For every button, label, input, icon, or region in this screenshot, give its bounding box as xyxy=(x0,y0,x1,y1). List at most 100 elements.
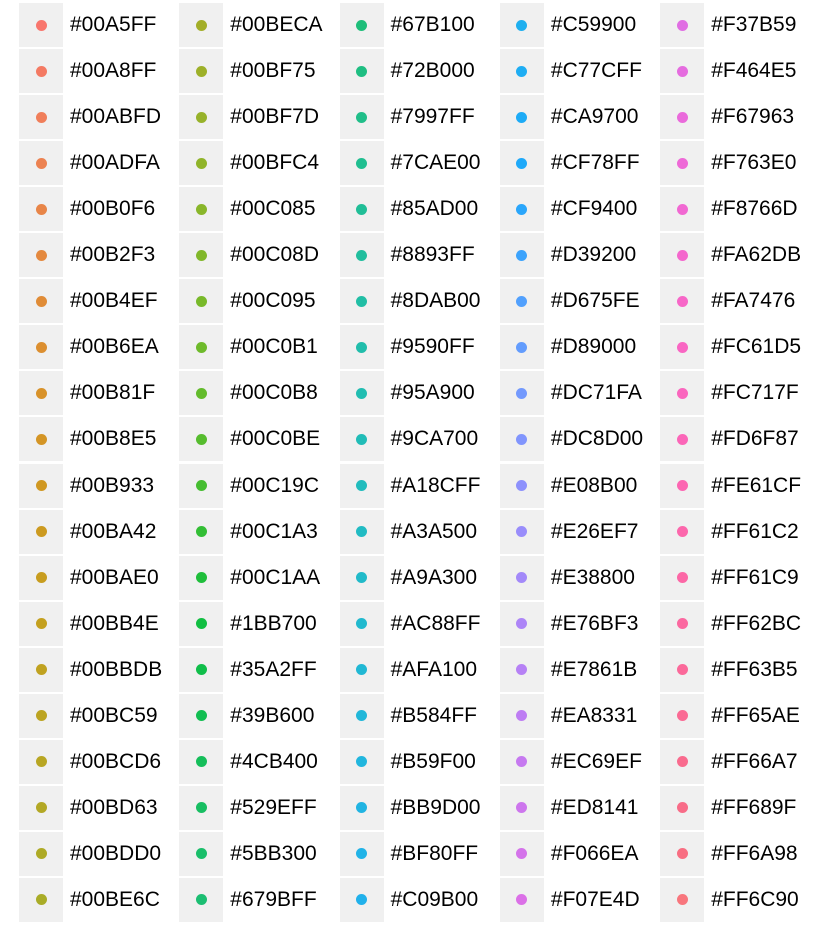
legend-color-dot xyxy=(195,618,207,630)
legend-label: #F8766D xyxy=(711,197,798,221)
legend-label: #00BBDB xyxy=(70,657,163,681)
legend-label: #00B8E5 xyxy=(70,427,157,451)
legend-label: #00C085 xyxy=(230,197,316,221)
legend-color-dot xyxy=(356,802,368,814)
legend-key-box xyxy=(499,3,544,47)
legend-color-dot xyxy=(516,249,528,261)
legend-key-box xyxy=(339,3,384,47)
color-legend: #00A5FF #00A8FF #00ABFD #00ADFA #00B0F6 #00B2… xyxy=(19,3,829,923)
legend-color-dot xyxy=(356,710,368,722)
legend-label: #ED8141 xyxy=(550,795,639,819)
legend-key-box xyxy=(660,141,705,186)
legend-key-box xyxy=(660,49,705,94)
legend-key-box xyxy=(499,785,544,830)
legend-color-dot xyxy=(356,526,368,538)
legend-label: #EC69EF xyxy=(550,749,642,773)
legend-key-box xyxy=(179,647,224,692)
legend-key-box xyxy=(339,417,384,462)
legend-color-dot xyxy=(356,341,368,353)
legend-label: #8DAB00 xyxy=(390,289,481,313)
legend-label: #4CB400 xyxy=(230,749,318,773)
legend-color-dot xyxy=(516,572,528,584)
legend-key-box xyxy=(339,601,384,646)
legend-key-box xyxy=(339,693,384,738)
legend-label: #00BCD6 xyxy=(70,749,162,773)
legend-color-dot xyxy=(516,387,528,399)
legend-key-box xyxy=(179,141,224,186)
legend-key-box xyxy=(19,785,63,830)
legend-label: #00C0B1 xyxy=(230,335,318,359)
legend-label: #F066EA xyxy=(550,841,639,865)
legend-key-box xyxy=(179,187,224,232)
legend-key-box xyxy=(339,233,384,278)
legend-label: #7CAE00 xyxy=(390,151,481,175)
legend-color-dot xyxy=(35,894,47,906)
legend-label: #1BB700 xyxy=(230,611,317,635)
legend-label: #FF6C90 xyxy=(711,887,799,911)
legend-color-dot xyxy=(35,433,47,445)
legend-label: #D89000 xyxy=(550,335,637,359)
legend-color-dot xyxy=(35,157,47,169)
legend-color-dot xyxy=(676,203,688,215)
legend-color-dot xyxy=(35,710,47,722)
legend-key-box xyxy=(660,739,705,784)
legend-label: #FF61C2 xyxy=(711,519,799,543)
legend-label: #F464E5 xyxy=(711,59,797,83)
legend-key-box xyxy=(179,417,224,462)
legend-color-dot xyxy=(516,710,528,722)
legend-label: #FF61C9 xyxy=(711,565,799,589)
legend-key-box xyxy=(660,647,705,692)
legend-label: #00B4EF xyxy=(70,289,158,313)
legend-key-box xyxy=(660,371,705,416)
legend-label: #8893FF xyxy=(390,243,475,267)
legend-color-dot xyxy=(676,710,688,722)
legend-key-box xyxy=(179,463,224,508)
legend-label: #00BFC4 xyxy=(230,151,320,175)
legend-color-dot xyxy=(676,341,688,353)
legend-color-dot xyxy=(676,526,688,538)
legend-key-box xyxy=(499,739,544,784)
legend-label: #E38800 xyxy=(550,565,635,589)
legend-label: #FF63B5 xyxy=(711,657,798,681)
legend-label: #A18CFF xyxy=(390,473,481,497)
legend-color-dot xyxy=(195,802,207,814)
legend-label: #E76BF3 xyxy=(550,611,639,635)
legend-color-dot xyxy=(676,848,688,860)
legend-label: #00BECA xyxy=(230,13,323,36)
legend-color-dot xyxy=(35,756,47,768)
legend-color-dot xyxy=(516,295,528,307)
legend-label: #00A8FF xyxy=(70,59,157,83)
legend-label: #A9A300 xyxy=(390,565,478,589)
legend-label: #72B000 xyxy=(390,59,475,83)
legend-key-box xyxy=(179,325,224,370)
legend-key-box xyxy=(19,371,63,416)
legend-key-box xyxy=(179,95,224,140)
legend-key-box xyxy=(19,647,63,692)
legend-color-dot xyxy=(35,65,47,77)
legend-key-box xyxy=(19,95,63,140)
legend-label: #CF78FF xyxy=(550,151,640,175)
legend-label: #00C0B8 xyxy=(230,381,318,405)
legend-color-dot xyxy=(676,157,688,169)
legend-key-box xyxy=(179,509,224,554)
legend-key-box xyxy=(19,187,63,232)
legend-color-dot xyxy=(356,295,368,307)
legend-label: #FF689F xyxy=(711,795,797,819)
legend-label: #AFA100 xyxy=(390,657,477,681)
legend-key-box xyxy=(179,49,224,94)
legend-key-box xyxy=(499,647,544,692)
legend-label: #D39200 xyxy=(550,243,637,267)
legend-key-box xyxy=(499,555,544,600)
legend-color-dot xyxy=(356,848,368,860)
legend-key-box xyxy=(499,417,544,462)
legend-key-box xyxy=(19,141,63,186)
legend-color-dot xyxy=(35,526,47,538)
legend-color-dot xyxy=(195,756,207,768)
legend-color-dot xyxy=(516,341,528,353)
legend-label: #E26EF7 xyxy=(550,519,639,543)
legend-label: #00BF7D xyxy=(230,105,320,129)
legend-key-box xyxy=(19,325,63,370)
legend-label: #FF65AE xyxy=(711,703,800,727)
legend-color-dot xyxy=(516,894,528,906)
legend-key-box xyxy=(660,785,705,830)
